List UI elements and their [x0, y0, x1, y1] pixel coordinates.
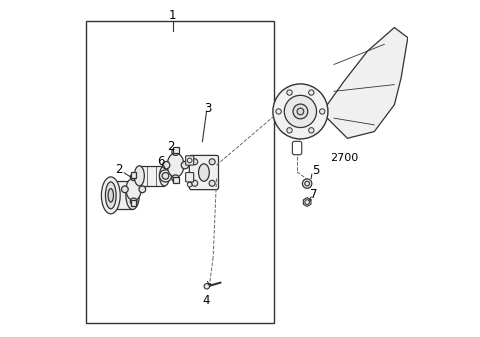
Bar	[172, 147, 179, 153]
Circle shape	[204, 284, 209, 289]
Text: 2: 2	[115, 163, 123, 176]
Circle shape	[320, 109, 325, 114]
Circle shape	[172, 148, 179, 155]
Circle shape	[139, 186, 146, 193]
Text: 3: 3	[204, 102, 212, 115]
FancyBboxPatch shape	[292, 141, 302, 155]
FancyBboxPatch shape	[189, 155, 218, 190]
Circle shape	[305, 181, 310, 186]
Circle shape	[297, 108, 304, 115]
Ellipse shape	[126, 178, 141, 201]
Text: 5: 5	[312, 164, 319, 177]
Circle shape	[162, 173, 169, 179]
FancyBboxPatch shape	[186, 173, 194, 182]
Circle shape	[276, 109, 281, 114]
Bar	[131, 201, 136, 207]
Circle shape	[121, 186, 128, 193]
Circle shape	[187, 182, 192, 187]
Bar	[172, 177, 179, 183]
Circle shape	[192, 159, 198, 165]
Circle shape	[302, 179, 312, 188]
Circle shape	[309, 128, 314, 133]
Circle shape	[209, 180, 215, 186]
Circle shape	[192, 180, 198, 186]
Polygon shape	[303, 198, 311, 207]
Text: 6: 6	[156, 155, 164, 167]
Ellipse shape	[159, 166, 169, 186]
Circle shape	[159, 170, 171, 182]
Circle shape	[162, 161, 170, 169]
Text: 4: 4	[202, 294, 209, 307]
Circle shape	[181, 161, 189, 169]
Ellipse shape	[167, 153, 184, 177]
Circle shape	[187, 158, 192, 163]
Circle shape	[305, 200, 310, 205]
Circle shape	[293, 104, 308, 119]
Circle shape	[273, 84, 328, 139]
Circle shape	[309, 90, 314, 95]
Bar	[111, 181, 132, 209]
Circle shape	[209, 159, 215, 165]
Circle shape	[287, 90, 292, 95]
Bar	[139, 166, 165, 186]
Circle shape	[130, 198, 137, 205]
Circle shape	[287, 128, 292, 133]
Text: 2700: 2700	[330, 153, 358, 163]
Circle shape	[172, 175, 179, 182]
Ellipse shape	[101, 177, 120, 214]
Text: 1: 1	[169, 9, 177, 22]
Text: 7: 7	[310, 187, 318, 201]
Text: 2: 2	[167, 140, 175, 153]
Circle shape	[284, 95, 316, 128]
Polygon shape	[327, 28, 408, 138]
Bar	[85, 21, 274, 323]
Ellipse shape	[108, 189, 113, 202]
Ellipse shape	[199, 164, 209, 181]
Ellipse shape	[106, 182, 116, 209]
Bar	[131, 172, 136, 178]
Ellipse shape	[126, 181, 139, 209]
Circle shape	[130, 174, 137, 181]
FancyBboxPatch shape	[186, 156, 194, 165]
Ellipse shape	[134, 166, 144, 186]
